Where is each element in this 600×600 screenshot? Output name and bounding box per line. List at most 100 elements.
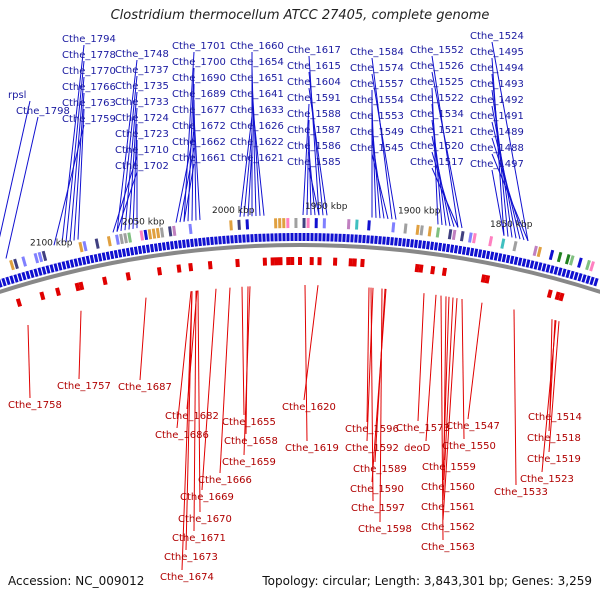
forward-gene-label: Cthe_1794 [62, 34, 116, 45]
scale-tick-label: 1850 kbp [490, 220, 533, 230]
reverse-gene-label: Cthe_1674 [160, 572, 214, 583]
forward-gene-label: Cthe_1621 [230, 153, 284, 164]
forward-feature [521, 258, 527, 267]
forward-gene-label: Cthe_1677 [172, 105, 226, 116]
forward-feature [505, 254, 511, 264]
forward-feature [370, 235, 374, 244]
forward-feature [394, 237, 398, 246]
cog-feature [119, 233, 124, 245]
scale-tick-label: 2050 kbp [122, 218, 165, 228]
forward-gene-label: Cthe_1497 [470, 159, 524, 170]
forward-feature [178, 240, 182, 249]
forward-feature [513, 256, 519, 266]
forward-label-line [69, 76, 85, 242]
cog-feature [78, 241, 84, 253]
cog-feature [155, 227, 161, 239]
forward-label-line [431, 103, 443, 226]
forward-gene-label: Cthe_1735 [115, 81, 169, 92]
reverse-gene-label: Cthe_1562 [421, 522, 475, 533]
ring-layer [0, 243, 600, 294]
forward-feature [29, 269, 35, 279]
reverse-feature [441, 267, 447, 277]
forward-label-line [491, 121, 521, 240]
forward-feature [433, 242, 439, 251]
reverse-gene-label: deoD [404, 443, 431, 454]
forward-feature [429, 241, 435, 250]
forward-feature [469, 247, 475, 257]
reverse-gene-label: Cthe_1550 [442, 441, 496, 452]
forward-feature [545, 264, 551, 273]
forward-feature [398, 237, 402, 247]
cog-feature [106, 236, 112, 247]
forward-feature [194, 238, 198, 247]
forward-feature [226, 235, 230, 244]
forward-gene-label: Cthe_1495 [470, 47, 524, 58]
reverse-gene-label: Cthe_1659 [222, 457, 276, 468]
forward-feature [13, 274, 19, 283]
forward-gene-label: Cthe_1617 [287, 45, 341, 56]
reverse-feature [360, 258, 365, 268]
reverse-gene-label: Cthe_1757 [57, 381, 111, 392]
forward-feature [457, 245, 463, 255]
reverse-gene-label: Cthe_1563 [421, 542, 475, 553]
forward-feature [501, 253, 507, 263]
reverse-gene-label: Cthe_1514 [528, 412, 582, 423]
forward-gene-label: Cthe_1584 [350, 47, 404, 58]
cog-feature [151, 228, 157, 239]
reverse-label-line [379, 288, 383, 523]
forward-feature [338, 233, 342, 242]
reverse-feature [298, 257, 302, 265]
reverse-feature [270, 257, 275, 266]
forward-label-line [431, 71, 463, 229]
forward-gene-label: Cthe_1615 [287, 61, 341, 72]
forward-gene-label: Cthe_1534 [410, 109, 464, 120]
forward-feature [206, 237, 210, 246]
forward-gene-label: Cthe_1524 [470, 31, 524, 42]
forward-gene-label: Cthe_1737 [115, 65, 169, 76]
forward-feature [133, 246, 139, 255]
reverse-label-line [185, 291, 193, 551]
cog-feature [403, 223, 408, 234]
forward-feature [322, 233, 326, 242]
forward-gene-label: Cthe_1545 [350, 143, 404, 154]
forward-gene-label: Cthe_1526 [410, 61, 464, 72]
reverse-label-line [467, 302, 483, 420]
scale-ticks: 2100 kbp 2050 kbp 2000 kbp 1950 kbp 1900 kbp… [30, 202, 533, 248]
forward-feature [97, 253, 103, 262]
forward-gene-label: Cthe_1778 [62, 50, 116, 61]
forward-gene-label: Cthe_1553 [350, 111, 404, 122]
forward-label-line [116, 171, 138, 232]
forward-label-line [491, 153, 529, 242]
forward-feature [422, 240, 426, 249]
forward-feature [117, 249, 123, 258]
forward-feature [218, 236, 222, 245]
forward-feature [25, 270, 31, 280]
scale-tick-label: 2000 kbp [212, 206, 255, 216]
map-title: Clostridium thermocellum ATCC 27405, com… [110, 8, 490, 23]
forward-feature [105, 251, 111, 260]
reverse-gene-label: Cthe_1682 [165, 411, 219, 422]
cog-feature [435, 227, 441, 238]
reverse-feature [484, 274, 491, 284]
reverse-gene-label: Cthe_1620 [282, 402, 336, 413]
forward-label-line [302, 103, 310, 216]
forward-feature [565, 269, 571, 279]
forward-gene-label: Cthe_1759 [62, 114, 116, 125]
forward-label-line [183, 163, 195, 222]
reverse-gene-label: Cthe_1561 [421, 502, 475, 513]
forward-feature [473, 248, 479, 257]
forward-label-line [431, 167, 459, 228]
scale-tick-label: 2100 kbp [30, 238, 73, 248]
cog-feature [355, 219, 359, 230]
reverse-feature [554, 291, 561, 301]
forward-gene-label: Cthe_1690 [172, 73, 226, 84]
reverse-gene-label: Cthe_1619 [285, 443, 339, 454]
forward-feature [93, 253, 99, 263]
forward-label-line [239, 115, 253, 217]
forward-feature [569, 270, 575, 280]
forward-feature [137, 245, 143, 255]
reverse-gene-label: Cthe_1666 [198, 475, 252, 486]
cog-feature [13, 258, 19, 270]
forward-label-line [53, 124, 85, 246]
forward-gene-label: Cthe_1701 [172, 41, 226, 52]
